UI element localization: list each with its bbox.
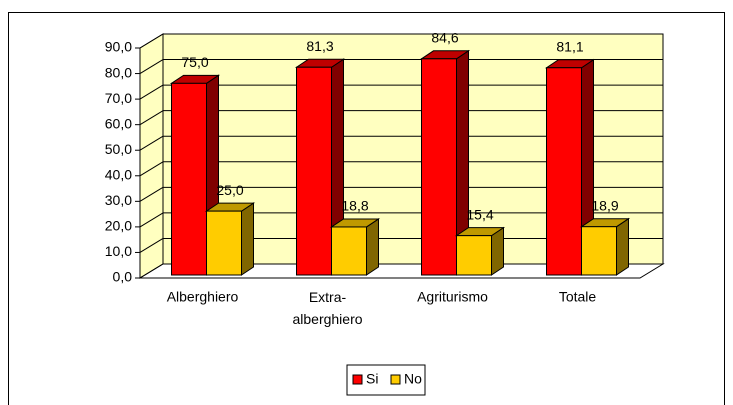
data-label: 18,9 <box>591 197 618 213</box>
y-tick-label: 40,0 <box>105 166 132 182</box>
bar <box>169 74 221 276</box>
bar <box>544 58 596 276</box>
data-label: 84,6 <box>431 30 458 46</box>
legend-label: Si <box>366 371 378 387</box>
data-label: 18,8 <box>341 198 368 214</box>
bar <box>419 49 471 276</box>
bar <box>294 58 346 276</box>
y-tick-label: 30,0 <box>105 192 132 208</box>
legend-swatch <box>352 374 363 385</box>
grid-line <box>139 161 164 177</box>
y-tick-label: 90,0 <box>105 39 132 55</box>
data-label: 15,4 <box>466 206 493 222</box>
bar-front <box>206 210 242 276</box>
grid-line <box>139 135 164 151</box>
bar <box>329 218 381 276</box>
grid-line <box>139 84 164 100</box>
bar-front <box>296 66 332 276</box>
x-tick-label: Alberghiero <box>167 289 239 305</box>
bar <box>579 217 631 276</box>
grid-line <box>139 186 164 202</box>
x-tick-label: Extra-alberghiero <box>292 289 362 327</box>
data-label: 81,3 <box>306 38 333 54</box>
x-tick-label: Totale <box>559 289 597 305</box>
bar-front <box>421 58 457 276</box>
data-label: 81,1 <box>556 38 583 54</box>
grid-line <box>139 33 164 49</box>
grid-line <box>139 110 164 126</box>
legend-swatch <box>390 374 401 385</box>
legend-label: No <box>404 371 422 387</box>
bar <box>204 202 256 276</box>
y-tick-label: 10,0 <box>105 243 132 259</box>
data-label: 25,0 <box>216 182 243 198</box>
bar-side <box>366 218 379 276</box>
y-tick-label: 60,0 <box>105 115 132 131</box>
y-tick-label: 80,0 <box>105 64 132 80</box>
side-wall <box>139 33 164 279</box>
bar-front <box>456 235 492 276</box>
x-tick-label: Agriturismo <box>417 289 488 305</box>
y-tick-label: 0,0 <box>113 269 133 285</box>
data-label: 75,0 <box>181 54 208 70</box>
y-tick-label: 70,0 <box>105 90 132 106</box>
bar-side <box>616 217 629 276</box>
grid-line <box>139 59 164 74</box>
grid-line <box>139 212 164 228</box>
bar-front <box>581 226 617 276</box>
y-tick-label: 50,0 <box>105 141 132 157</box>
grid-line <box>139 263 164 279</box>
y-tick-label: 20,0 <box>105 218 132 234</box>
bar-front <box>171 82 207 276</box>
bar <box>454 226 506 276</box>
bar-front <box>331 226 367 276</box>
grid-line <box>139 238 164 253</box>
bar-front <box>546 67 582 276</box>
bar-side <box>241 202 254 276</box>
